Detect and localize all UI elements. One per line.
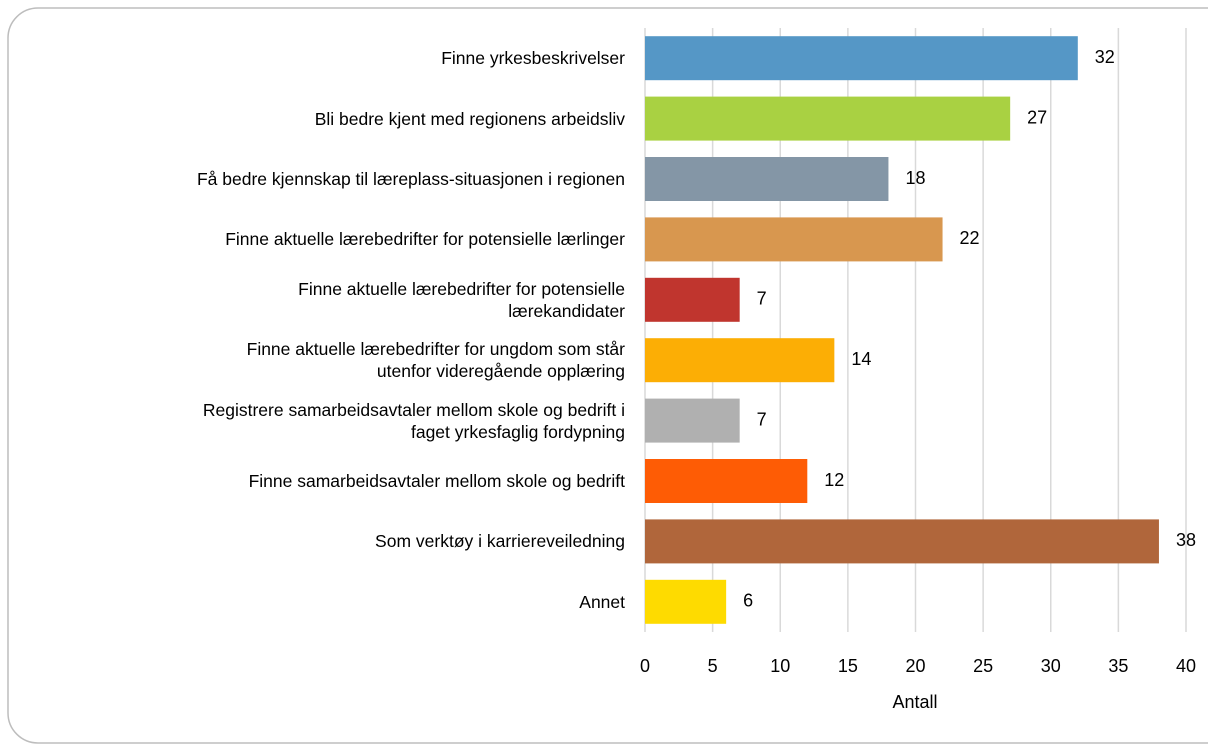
bar xyxy=(645,579,727,624)
y-tick-label: Finne aktuelle lærebedrifter for potensi… xyxy=(225,229,625,250)
value-label: 7 xyxy=(757,409,767,429)
x-tick-label: 20 xyxy=(905,656,925,676)
y-tick-label: Finne aktuelle lærebedrifter for potensi… xyxy=(298,278,625,321)
y-tick-label: Som verktøy i karriereveiledning xyxy=(375,531,625,552)
bar xyxy=(645,519,1159,564)
value-label: 27 xyxy=(1027,107,1047,127)
x-tick-label: 40 xyxy=(1176,656,1196,676)
y-tick-label: Bli bedre kjent med regionens arbeidsliv xyxy=(314,108,625,129)
x-tick-label: 15 xyxy=(838,656,858,676)
value-label: 18 xyxy=(905,168,925,188)
x-tick-label: 25 xyxy=(973,656,993,676)
y-tick-label: Finne yrkesbeskrivelser xyxy=(441,48,625,69)
x-tick-label: 5 xyxy=(708,656,718,676)
x-tick-label: 30 xyxy=(1041,656,1061,676)
bar xyxy=(645,398,740,443)
bar xyxy=(645,338,835,383)
y-tick-label: Få bedre kjennskap til læreplass-situasj… xyxy=(196,169,625,189)
value-label: 7 xyxy=(757,289,767,309)
x-tick-label: 10 xyxy=(770,656,790,676)
y-tick-label: Annet xyxy=(579,591,625,612)
bar xyxy=(645,277,740,322)
value-label: 22 xyxy=(960,228,980,248)
bar xyxy=(645,157,889,201)
x-tick-label: 0 xyxy=(640,656,650,676)
value-label: 38 xyxy=(1176,530,1196,550)
frame xyxy=(7,7,1208,744)
bar xyxy=(645,96,1011,141)
value-label: 6 xyxy=(743,591,753,611)
bar xyxy=(645,36,1078,81)
y-tick-label: Finne samarbeidsavtaler mellom skole og … xyxy=(248,471,625,491)
value-label: 32 xyxy=(1095,47,1115,67)
x-tick-label: 35 xyxy=(1108,656,1128,676)
value-label: 14 xyxy=(851,349,871,369)
y-tick-label: Registrere samarbeidsavtaler mellom skol… xyxy=(202,399,625,442)
bar xyxy=(645,217,943,262)
bar xyxy=(645,459,808,503)
y-tick-label: Finne aktuelle lærebedrifter for ungdom … xyxy=(246,339,625,382)
x-axis-title: Antall xyxy=(892,692,937,712)
value-label: 12 xyxy=(824,470,844,490)
